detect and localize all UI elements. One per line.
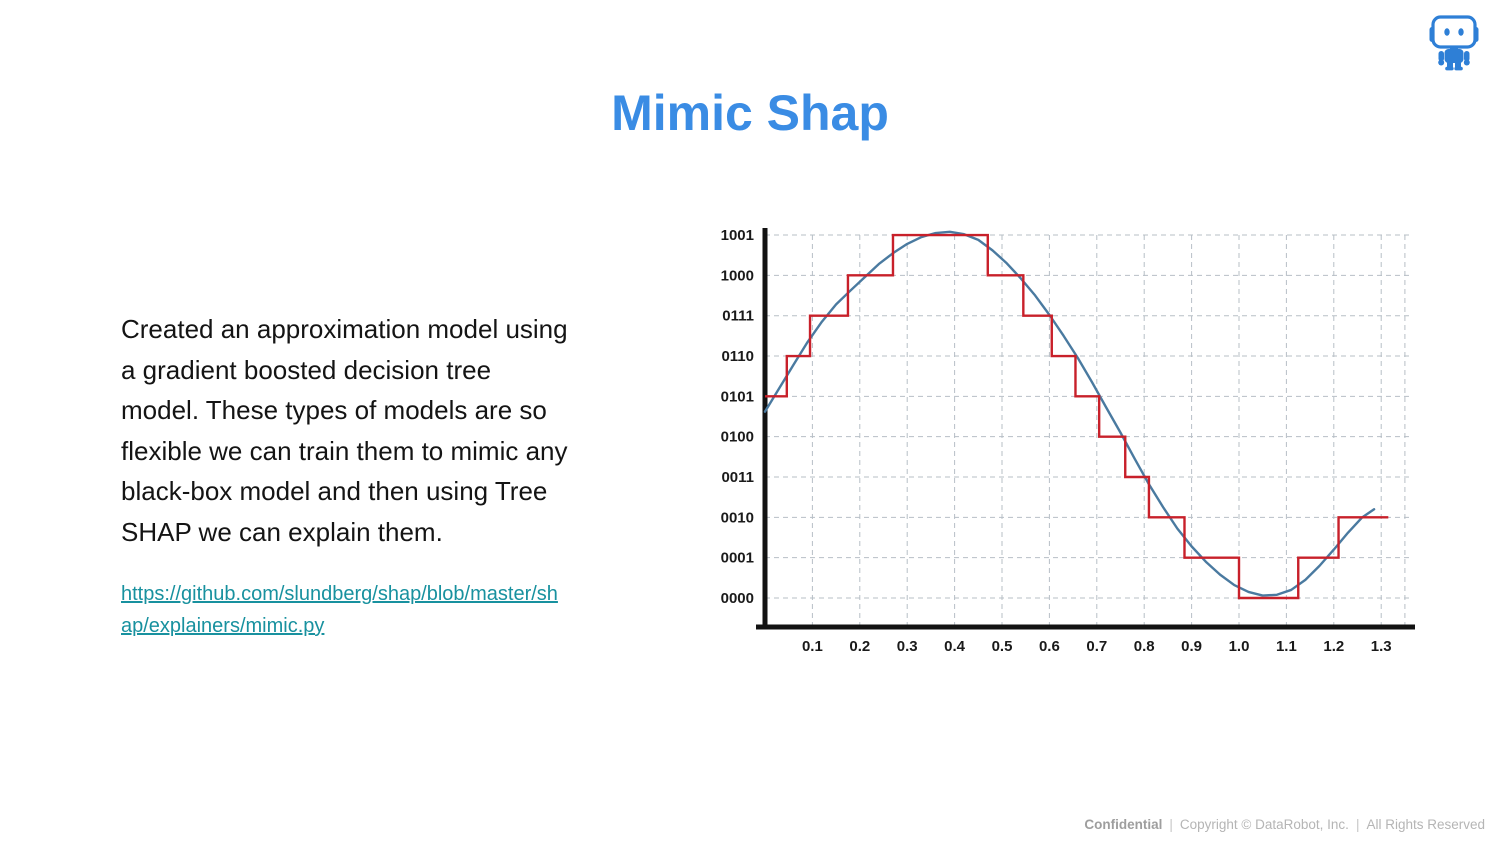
svg-text:0001: 0001 <box>721 550 754 567</box>
quantization-chart: 0.1 0.2 0.3 0.4 0.5 0.6 0.7 0.8 0.9 1.0 1.1 1.2 1.3 0… <box>704 210 1419 660</box>
svg-text:0.4: 0.4 <box>944 638 966 655</box>
svg-text:0100: 0100 <box>721 429 754 446</box>
text-column: Created an approximation model using a g… <box>121 283 633 642</box>
svg-text:0110: 0110 <box>721 348 754 365</box>
svg-text:0010: 0010 <box>721 509 754 526</box>
x-axis-labels: 0.1 0.2 0.3 0.4 0.5 0.6 0.7 0.8 0.9 1.0 1.1 1.2 1.3 <box>802 638 1392 655</box>
svg-text:0111: 0111 <box>722 308 754 325</box>
svg-text:0.3: 0.3 <box>897 638 918 655</box>
chart-canvas: 0.1 0.2 0.3 0.4 0.5 0.6 0.7 0.8 0.9 1.0 1.1 1.2 1.30… <box>721 227 1415 655</box>
page-title: Mimic Shap <box>611 84 889 141</box>
footer-rights: All Rights Reserved <box>1366 817 1485 832</box>
y-axis-labels: 0000 0001 0010 0011 0100 0101 0110 0111 1000 1001 <box>721 227 754 607</box>
footer-copyright: Copyright © DataRobot, Inc. <box>1179 817 1349 832</box>
svg-text:1.3: 1.3 <box>1371 638 1392 655</box>
svg-text:1001: 1001 <box>721 227 754 244</box>
signal-curve <box>763 230 1376 597</box>
svg-text:1.0: 1.0 <box>1229 638 1250 655</box>
footer-separator-1: | <box>1169 817 1173 832</box>
svg-text:0011: 0011 <box>721 469 754 486</box>
svg-text:0.5: 0.5 <box>992 638 1013 655</box>
svg-text:1.1: 1.1 <box>1276 638 1297 655</box>
svg-text:0.7: 0.7 <box>1086 638 1107 655</box>
svg-text:0.2: 0.2 <box>849 638 870 655</box>
footer-separator-2: | <box>1355 817 1360 832</box>
svg-text:0.8: 0.8 <box>1134 638 1155 655</box>
svg-text:0.9: 0.9 <box>1181 638 1202 655</box>
svg-text:1.2: 1.2 <box>1323 638 1344 655</box>
svg-text:0000: 0000 <box>721 590 754 607</box>
svg-text:0.6: 0.6 <box>1039 638 1060 655</box>
footer: Confidential | Copyright © DataRobot, Inc.… <box>1084 817 1485 832</box>
quantized-step-curve <box>765 233 1389 600</box>
datarobot-logo-icon <box>1429 15 1479 71</box>
body-paragraph: Created an approximation model using a g… <box>121 314 568 547</box>
chart-gridlines <box>765 234 1412 627</box>
svg-text:0.1: 0.1 <box>802 638 823 655</box>
svg-text:1000: 1000 <box>721 267 754 284</box>
github-link[interactable]: https://github.com/slundberg/shap/blob/m… <box>121 583 558 637</box>
svg-text:0101: 0101 <box>721 388 754 405</box>
footer-confidential: Confidential <box>1084 817 1163 832</box>
